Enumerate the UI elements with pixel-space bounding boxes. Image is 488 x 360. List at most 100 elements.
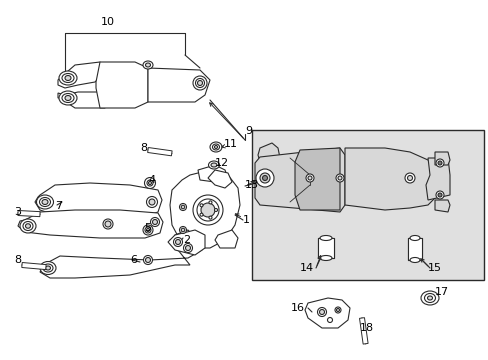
Ellipse shape — [208, 216, 211, 219]
Text: 7: 7 — [55, 201, 62, 211]
Ellipse shape — [212, 144, 219, 150]
Ellipse shape — [145, 63, 150, 67]
Text: 2: 2 — [183, 235, 190, 245]
Ellipse shape — [146, 229, 149, 231]
Ellipse shape — [62, 73, 74, 82]
Ellipse shape — [335, 174, 343, 182]
Ellipse shape — [40, 198, 50, 207]
Text: 6: 6 — [130, 255, 137, 265]
Ellipse shape — [143, 256, 152, 265]
Ellipse shape — [404, 173, 414, 183]
Ellipse shape — [42, 199, 48, 204]
Ellipse shape — [317, 307, 326, 316]
Ellipse shape — [305, 174, 313, 182]
Polygon shape — [434, 200, 449, 212]
Ellipse shape — [65, 95, 71, 100]
Ellipse shape — [59, 91, 77, 105]
Ellipse shape — [62, 94, 74, 103]
Ellipse shape — [193, 76, 206, 90]
Polygon shape — [147, 148, 172, 156]
Text: 9: 9 — [244, 126, 252, 136]
Polygon shape — [434, 152, 449, 165]
Ellipse shape — [150, 217, 159, 226]
Polygon shape — [148, 68, 209, 102]
Polygon shape — [58, 62, 105, 88]
Ellipse shape — [59, 71, 77, 85]
Ellipse shape — [208, 201, 211, 204]
Polygon shape — [22, 262, 46, 270]
FancyBboxPatch shape — [251, 130, 483, 280]
Ellipse shape — [23, 221, 33, 230]
Text: 3: 3 — [14, 207, 21, 217]
Ellipse shape — [103, 219, 113, 229]
Ellipse shape — [179, 226, 186, 234]
Ellipse shape — [262, 176, 267, 180]
Polygon shape — [40, 234, 202, 278]
Ellipse shape — [307, 176, 311, 180]
Polygon shape — [18, 211, 40, 217]
Text: 13: 13 — [244, 180, 259, 190]
Ellipse shape — [197, 199, 219, 221]
Ellipse shape — [20, 219, 36, 233]
Ellipse shape — [200, 213, 203, 216]
Text: 5: 5 — [143, 223, 151, 233]
Ellipse shape — [409, 257, 419, 262]
Ellipse shape — [435, 191, 443, 199]
Ellipse shape — [260, 173, 269, 183]
Polygon shape — [305, 298, 349, 328]
Polygon shape — [58, 92, 108, 108]
Ellipse shape — [142, 61, 153, 69]
Polygon shape — [168, 230, 204, 255]
Ellipse shape — [319, 256, 331, 261]
Polygon shape — [407, 238, 421, 260]
Ellipse shape — [148, 181, 151, 185]
Ellipse shape — [146, 197, 157, 207]
Ellipse shape — [210, 163, 217, 167]
Ellipse shape — [40, 261, 56, 274]
Ellipse shape — [37, 195, 53, 209]
Polygon shape — [172, 230, 195, 248]
Polygon shape — [294, 148, 339, 210]
Polygon shape — [215, 230, 238, 248]
Ellipse shape — [437, 193, 441, 197]
Ellipse shape — [43, 264, 53, 272]
Ellipse shape — [209, 142, 222, 152]
Ellipse shape — [256, 169, 273, 187]
Polygon shape — [345, 148, 437, 210]
Ellipse shape — [337, 176, 341, 180]
Ellipse shape — [420, 291, 438, 305]
Ellipse shape — [435, 159, 443, 167]
Ellipse shape — [142, 225, 153, 235]
Ellipse shape — [144, 177, 155, 189]
Text: 8: 8 — [140, 143, 147, 153]
Ellipse shape — [25, 224, 30, 228]
Ellipse shape — [145, 227, 151, 233]
Ellipse shape — [181, 205, 184, 209]
Ellipse shape — [208, 161, 219, 169]
Text: 14: 14 — [299, 263, 313, 273]
Ellipse shape — [181, 228, 184, 232]
Polygon shape — [359, 318, 367, 344]
Ellipse shape — [195, 78, 204, 87]
Ellipse shape — [214, 208, 217, 212]
Polygon shape — [18, 210, 163, 238]
Ellipse shape — [105, 221, 111, 227]
Polygon shape — [207, 170, 231, 188]
Polygon shape — [170, 170, 240, 248]
Text: 11: 11 — [224, 139, 238, 149]
Text: 8: 8 — [14, 255, 21, 265]
Ellipse shape — [183, 243, 192, 252]
Ellipse shape — [173, 238, 182, 247]
Text: 17: 17 — [434, 287, 448, 297]
Ellipse shape — [327, 318, 332, 323]
Ellipse shape — [193, 195, 223, 225]
Text: 1: 1 — [243, 215, 249, 225]
Ellipse shape — [409, 235, 419, 240]
Ellipse shape — [149, 199, 155, 205]
Polygon shape — [425, 158, 449, 200]
Polygon shape — [254, 148, 345, 212]
Text: 15: 15 — [427, 263, 441, 273]
Ellipse shape — [427, 296, 431, 300]
Ellipse shape — [145, 257, 150, 262]
Text: 12: 12 — [215, 158, 229, 168]
